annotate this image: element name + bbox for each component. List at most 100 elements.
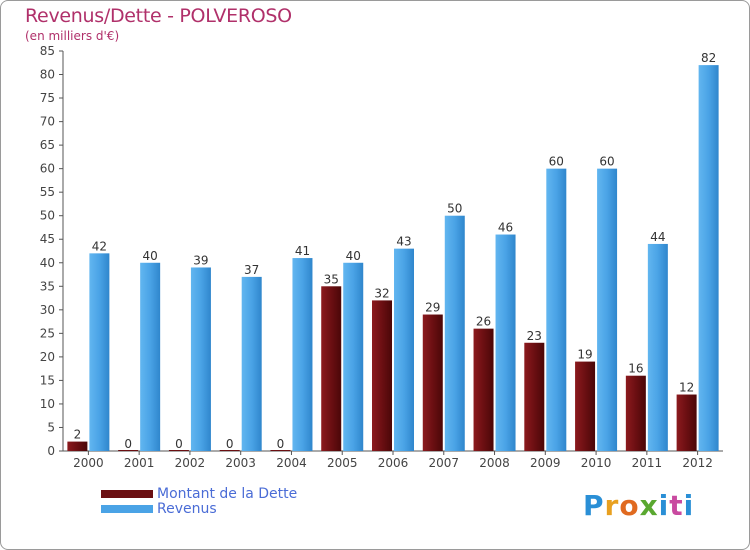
y-tick-label: 65 — [40, 138, 55, 152]
x-tick-label: 2011 — [632, 456, 663, 470]
data-label: 42 — [92, 239, 107, 253]
data-label: 41 — [295, 244, 310, 258]
data-label: 46 — [498, 221, 513, 235]
bar-dette — [422, 314, 443, 451]
y-tick-label: 75 — [40, 91, 55, 105]
logo-letter: x — [639, 489, 659, 522]
bar-revenus — [698, 65, 719, 451]
x-tick-label: 2003 — [225, 456, 256, 470]
data-label: 26 — [476, 315, 491, 329]
y-tick-label: 20 — [40, 350, 55, 364]
data-label: 19 — [577, 348, 592, 362]
bar-dette-baseline — [219, 450, 240, 451]
data-label: 29 — [425, 301, 440, 315]
proxiti-logo: Proxiti — [583, 489, 694, 522]
chart-title: Revenus/Dette - POLVEROSO — [25, 5, 292, 27]
data-label: 43 — [396, 235, 411, 249]
data-label: 60 — [599, 155, 614, 169]
x-tick-label: 2010 — [581, 456, 612, 470]
y-tick-label: 70 — [40, 115, 55, 129]
bar-revenus — [546, 168, 567, 451]
data-label: 40 — [346, 249, 361, 263]
bar-dette — [575, 361, 596, 451]
logo-letter: i — [658, 489, 670, 522]
bar-dette — [676, 394, 697, 451]
bar-dette — [67, 441, 88, 451]
data-label: 50 — [447, 202, 462, 216]
legend-swatch-dette — [101, 489, 153, 498]
legend: Montant de la Dette Revenus — [101, 485, 298, 517]
legend-swatch-revenus — [101, 504, 153, 513]
legend-label-dette: Montant de la Dette — [157, 485, 298, 502]
data-label: 37 — [244, 263, 259, 277]
x-tick-label: 2009 — [530, 456, 561, 470]
bar-revenus — [343, 262, 364, 451]
x-tick-label: 2007 — [428, 456, 459, 470]
data-label: 32 — [374, 286, 389, 300]
data-label: 40 — [143, 249, 158, 263]
y-tick-label: 30 — [40, 303, 55, 317]
legend-item-dette: Montant de la Dette — [101, 485, 298, 502]
x-tick-label: 2012 — [682, 456, 713, 470]
bar-revenus — [444, 215, 465, 451]
bar-dette — [321, 286, 342, 451]
y-tick-label: 80 — [40, 68, 55, 82]
bar-revenus — [495, 234, 516, 451]
data-label: 82 — [701, 51, 716, 65]
data-label: 39 — [193, 253, 208, 267]
bar-dette — [372, 300, 392, 451]
bar-revenus — [140, 262, 161, 451]
y-tick-label: 10 — [40, 397, 55, 411]
data-label: 44 — [650, 230, 665, 244]
bar-revenus — [292, 258, 313, 451]
y-tick-label: 50 — [40, 209, 55, 223]
bar-dette — [625, 375, 646, 451]
data-label: 0 — [175, 437, 183, 451]
logo-letter: t — [669, 489, 684, 522]
y-tick-label: 15 — [40, 373, 55, 387]
bar-dette-baseline — [168, 450, 189, 451]
y-tick-label: 5 — [47, 420, 55, 434]
data-label: 35 — [324, 272, 339, 286]
y-tick-label: 0 — [47, 444, 55, 458]
data-label: 0 — [226, 437, 234, 451]
x-tick-label: 2005 — [327, 456, 358, 470]
logo-letter: o — [619, 489, 640, 522]
y-tick-label: 55 — [40, 185, 55, 199]
x-tick-label: 2002 — [175, 456, 206, 470]
y-tick-label: 25 — [40, 326, 55, 340]
bar-revenus — [597, 168, 618, 451]
data-label: 12 — [679, 381, 694, 395]
legend-item-revenus: Revenus — [101, 500, 297, 517]
logo-letter: r — [604, 489, 620, 522]
bar-revenus — [647, 243, 668, 451]
bar-dette-baseline — [270, 450, 291, 451]
bar-revenus — [89, 253, 110, 451]
x-tick-label: 2000 — [73, 456, 104, 470]
y-tick-label: 40 — [40, 256, 55, 270]
y-tick-label: 85 — [40, 44, 55, 58]
x-tick-label: 2006 — [378, 456, 409, 470]
logo-letter: P — [583, 489, 605, 522]
y-tick-label: 35 — [40, 279, 55, 293]
bar-dette-baseline — [118, 450, 139, 451]
data-label: 60 — [549, 155, 564, 169]
data-label: 0 — [277, 437, 285, 451]
legend-label-revenus: Revenus — [157, 500, 217, 517]
x-tick-label: 2004 — [276, 456, 307, 470]
data-label: 23 — [527, 329, 542, 343]
bar-dette — [524, 342, 545, 451]
data-label: 2 — [74, 428, 82, 442]
data-label: 0 — [124, 437, 132, 451]
y-tick-label: 60 — [40, 162, 55, 176]
bar-revenus — [394, 248, 414, 451]
bar-revenus — [241, 276, 262, 451]
chart-subtitle: (en milliers d'€) — [25, 29, 120, 43]
y-tick-label: 45 — [40, 232, 55, 246]
x-tick-label: 2008 — [479, 456, 510, 470]
logo-letter: i — [683, 489, 695, 522]
bar-dette — [473, 328, 494, 451]
bar-revenus — [190, 267, 211, 451]
